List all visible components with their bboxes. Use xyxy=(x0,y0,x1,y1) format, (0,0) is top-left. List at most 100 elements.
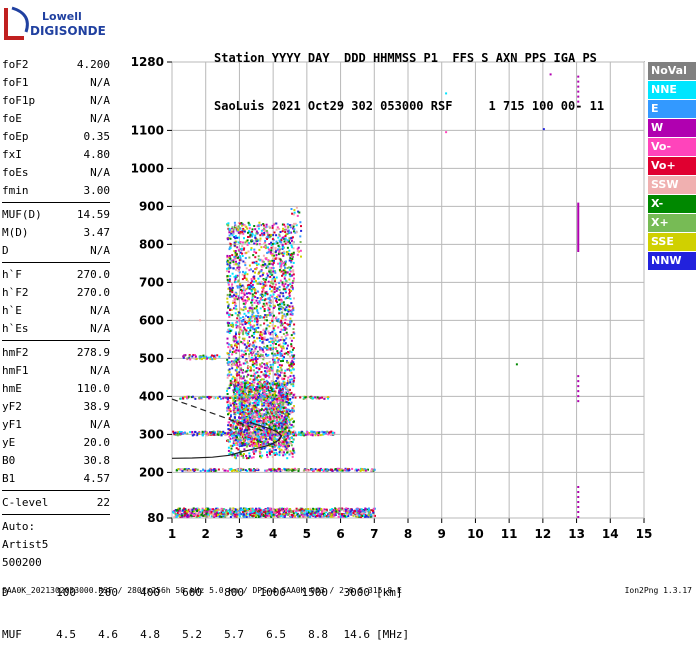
echo-point xyxy=(284,231,286,233)
echo-point xyxy=(267,324,269,326)
echo-point xyxy=(293,324,295,326)
echo-point xyxy=(188,516,190,518)
echo-point xyxy=(292,282,294,284)
echo-point xyxy=(289,295,291,297)
echo-point xyxy=(370,470,372,472)
echo-point xyxy=(228,447,230,449)
echo-point xyxy=(281,378,283,380)
echo-point xyxy=(269,449,271,451)
echo-point xyxy=(240,437,242,439)
echo-point xyxy=(233,340,235,342)
echo-point xyxy=(270,337,272,339)
echo-point xyxy=(321,431,323,433)
echo-point xyxy=(261,362,263,364)
echo-point xyxy=(302,515,304,517)
echo-point xyxy=(182,509,184,511)
echo-point xyxy=(245,271,247,273)
echo-point xyxy=(274,359,276,361)
echo-point xyxy=(307,470,309,472)
echo-point xyxy=(237,512,239,514)
echo-point xyxy=(239,283,241,285)
echo-point xyxy=(256,310,258,312)
echo-point xyxy=(235,333,237,335)
echo-point xyxy=(264,281,266,283)
echo-point xyxy=(274,297,276,299)
echo-point xyxy=(243,448,245,450)
echo-point xyxy=(282,394,284,396)
echo-point xyxy=(229,361,231,363)
echo-point xyxy=(251,335,253,337)
echo-point xyxy=(271,286,273,288)
echo-point xyxy=(264,230,266,232)
echo-point xyxy=(205,432,207,434)
echo-point xyxy=(266,273,268,275)
echo-point xyxy=(273,327,275,329)
echo-point xyxy=(203,512,205,514)
echo-point xyxy=(261,281,263,283)
echo-point xyxy=(253,456,255,458)
echo-point xyxy=(293,469,295,471)
echo-point xyxy=(255,353,257,355)
echo-point xyxy=(251,307,253,309)
echo-point xyxy=(238,361,240,363)
echo-point xyxy=(281,303,283,305)
echo-point xyxy=(290,424,292,426)
echo-point xyxy=(235,357,237,359)
echo-point xyxy=(231,314,233,316)
echo-point xyxy=(271,312,273,314)
echo-point xyxy=(293,450,295,452)
echo-point xyxy=(259,452,261,454)
echo-point xyxy=(269,276,271,278)
echo-point xyxy=(293,380,295,382)
echo-point xyxy=(236,317,238,319)
echo-point xyxy=(195,356,197,358)
echo-point xyxy=(304,397,306,399)
echo-point xyxy=(298,431,300,433)
echo-point xyxy=(257,327,259,329)
echo-point xyxy=(292,383,294,385)
echo-point xyxy=(293,328,295,330)
echo-point xyxy=(182,470,184,472)
echo-point xyxy=(259,240,261,242)
echo-point xyxy=(231,511,233,513)
echo-point xyxy=(338,508,340,510)
echo-point xyxy=(243,453,245,455)
echo-point xyxy=(184,511,186,513)
echo-point xyxy=(280,360,282,362)
echo-point xyxy=(278,344,280,346)
echo-point xyxy=(251,247,253,249)
echo-point xyxy=(189,358,191,360)
echo-point xyxy=(270,347,272,349)
echo-point xyxy=(244,350,246,352)
echo-point xyxy=(283,378,285,380)
echo-point xyxy=(219,396,221,398)
echo-point xyxy=(286,332,288,334)
echo-point xyxy=(249,227,251,229)
echo-point xyxy=(235,295,237,297)
echo-point xyxy=(274,353,276,355)
echo-point xyxy=(271,370,273,372)
echo-point xyxy=(292,361,294,363)
echo-point xyxy=(250,370,252,372)
echo-point xyxy=(292,448,294,450)
echo-point xyxy=(228,316,230,318)
echo-point xyxy=(238,270,240,272)
echo-point xyxy=(273,294,275,296)
echo-point xyxy=(299,396,301,398)
echo-point xyxy=(325,396,327,398)
echo-point xyxy=(270,513,272,515)
echo-point xyxy=(261,455,263,457)
echo-point xyxy=(277,352,279,354)
echo-point xyxy=(248,284,250,286)
echo-point xyxy=(259,376,261,378)
echo-point xyxy=(261,230,263,232)
echo-point xyxy=(234,222,236,224)
echo-point xyxy=(274,325,276,327)
echo-point xyxy=(236,373,238,375)
echo-point xyxy=(264,305,266,307)
echo-point xyxy=(265,292,267,294)
echo-point xyxy=(264,240,266,242)
echo-point xyxy=(246,346,248,348)
echo-point xyxy=(214,515,216,517)
echo-point xyxy=(255,268,257,270)
